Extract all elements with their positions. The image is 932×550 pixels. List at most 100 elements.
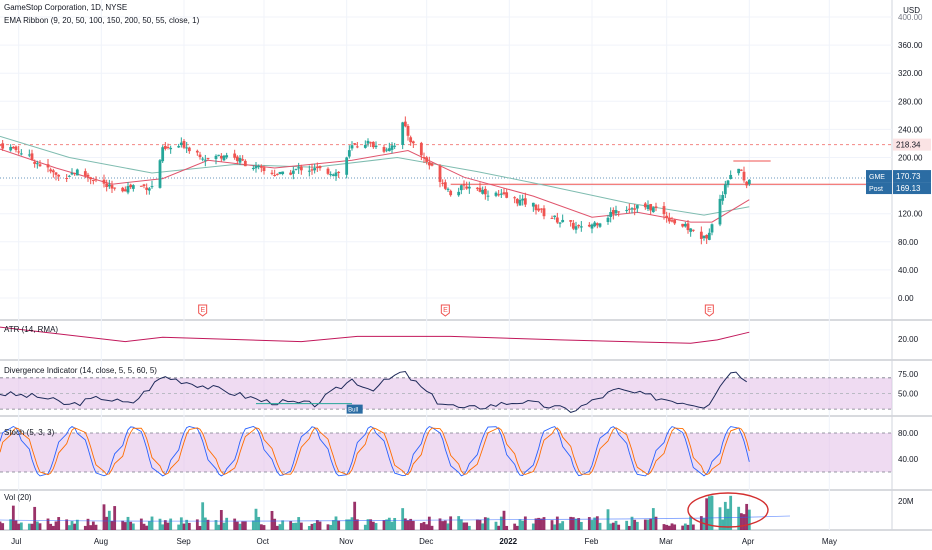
volume-bar bbox=[238, 523, 242, 530]
divergence-tick-label: 75.00 bbox=[898, 370, 919, 379]
volume-bar bbox=[422, 521, 426, 530]
volume-bar bbox=[643, 519, 647, 530]
volume-bar bbox=[126, 516, 130, 530]
volume-bar bbox=[387, 517, 391, 530]
volume-bar bbox=[222, 522, 226, 530]
candle-body bbox=[241, 159, 245, 161]
volume-bar bbox=[627, 525, 631, 530]
candle-body bbox=[177, 146, 181, 148]
volume-bar bbox=[38, 523, 42, 530]
volume-bar bbox=[521, 520, 525, 530]
candle-body bbox=[441, 182, 445, 184]
candle-body bbox=[67, 175, 71, 177]
volume-bar bbox=[718, 507, 722, 530]
volume-bar bbox=[497, 525, 501, 530]
volume-bars-group bbox=[0, 495, 751, 530]
volume-bar bbox=[478, 519, 482, 530]
candle-body bbox=[347, 150, 351, 157]
stoch-d-line bbox=[0, 427, 750, 476]
ema-fast-line bbox=[0, 148, 750, 223]
volume-bar bbox=[67, 525, 71, 530]
volume-spike-annotation bbox=[687, 492, 769, 528]
volume-bar bbox=[691, 524, 695, 530]
volume-bar bbox=[382, 520, 386, 530]
volume-bar bbox=[51, 525, 55, 530]
candle-body bbox=[158, 160, 162, 188]
volume-bar bbox=[579, 521, 583, 530]
volume-bar bbox=[366, 519, 370, 530]
candle-body bbox=[281, 171, 285, 175]
volume-bar bbox=[443, 520, 447, 530]
volume-bar bbox=[147, 521, 151, 530]
volume-bar bbox=[534, 518, 538, 530]
candle-body bbox=[643, 203, 647, 208]
volume-bar bbox=[46, 518, 50, 530]
candle-body bbox=[94, 179, 98, 181]
candle-body bbox=[462, 184, 466, 186]
volume-bar bbox=[54, 521, 58, 530]
candle-body bbox=[409, 137, 413, 143]
atr-legend[interactable]: ATR (14, RMA) bbox=[4, 325, 59, 334]
volume-bar bbox=[350, 517, 354, 530]
volume-bar bbox=[195, 519, 199, 530]
volume-bar bbox=[518, 519, 522, 530]
gme-badge-bg bbox=[893, 170, 931, 183]
candle-body bbox=[571, 222, 575, 229]
candle-body bbox=[337, 171, 341, 173]
volume-bar bbox=[609, 523, 613, 530]
candle-body bbox=[334, 172, 338, 177]
candle-body bbox=[259, 166, 263, 168]
volume-bar bbox=[363, 524, 367, 530]
candle-body bbox=[102, 179, 106, 184]
volume-bar bbox=[235, 521, 239, 530]
price-tick-label: 280.00 bbox=[898, 97, 923, 106]
volume-bar bbox=[86, 518, 90, 530]
candle-body bbox=[270, 172, 274, 174]
candle-body bbox=[670, 220, 674, 222]
candle-body bbox=[465, 186, 469, 189]
candle-body bbox=[702, 235, 706, 239]
candle-body bbox=[195, 150, 199, 153]
post-badge-label: Post bbox=[869, 186, 883, 193]
ema-slow-line bbox=[0, 135, 750, 216]
candle-body bbox=[726, 180, 730, 186]
candle-body bbox=[107, 184, 111, 187]
volume-bar bbox=[502, 510, 506, 530]
candle-body bbox=[723, 184, 727, 195]
volume-bar bbox=[9, 519, 13, 530]
candle-body bbox=[689, 228, 693, 232]
volume-bar bbox=[625, 520, 629, 530]
divergence-tick-label: 50.00 bbox=[898, 389, 919, 398]
volume-bar bbox=[665, 524, 669, 530]
x-tick-label: 2022 bbox=[499, 537, 517, 546]
earnings-marker bbox=[198, 304, 208, 317]
volume-bar bbox=[475, 519, 479, 530]
candle-body bbox=[198, 154, 202, 158]
volume-bar bbox=[670, 523, 674, 530]
candle-body bbox=[185, 147, 189, 149]
symbol-title[interactable]: GameStop Corporation, 1D, NYSE bbox=[4, 3, 128, 12]
volume-bar bbox=[571, 517, 575, 530]
volume-bar bbox=[310, 523, 314, 530]
candle-body bbox=[558, 222, 562, 224]
divergence-legend[interactable]: Divergence Indicator (14, close, 5, 5, 6… bbox=[4, 366, 157, 375]
candle-body bbox=[598, 223, 602, 227]
volume-legend[interactable]: Vol (20) bbox=[4, 493, 32, 502]
volume-bar bbox=[630, 516, 634, 530]
stoch-tick-label: 40.00 bbox=[898, 455, 919, 464]
volume-bar bbox=[185, 519, 189, 530]
volume-bar bbox=[355, 519, 359, 530]
stoch-legend[interactable]: Stoch (5, 3, 3) bbox=[4, 428, 55, 437]
volume-bar bbox=[513, 523, 517, 530]
candle-body bbox=[537, 208, 541, 211]
candle-body bbox=[561, 219, 565, 223]
volume-bar bbox=[113, 506, 117, 530]
price-tick-label: 40.00 bbox=[898, 266, 919, 275]
candle-body bbox=[590, 224, 594, 229]
candle-body bbox=[273, 174, 277, 176]
ema-ribbon-legend[interactable]: EMA Ribbon (9, 20, 50, 100, 150, 200, 50… bbox=[4, 16, 200, 25]
volume-bar bbox=[217, 524, 221, 530]
volume-bar bbox=[587, 517, 591, 530]
